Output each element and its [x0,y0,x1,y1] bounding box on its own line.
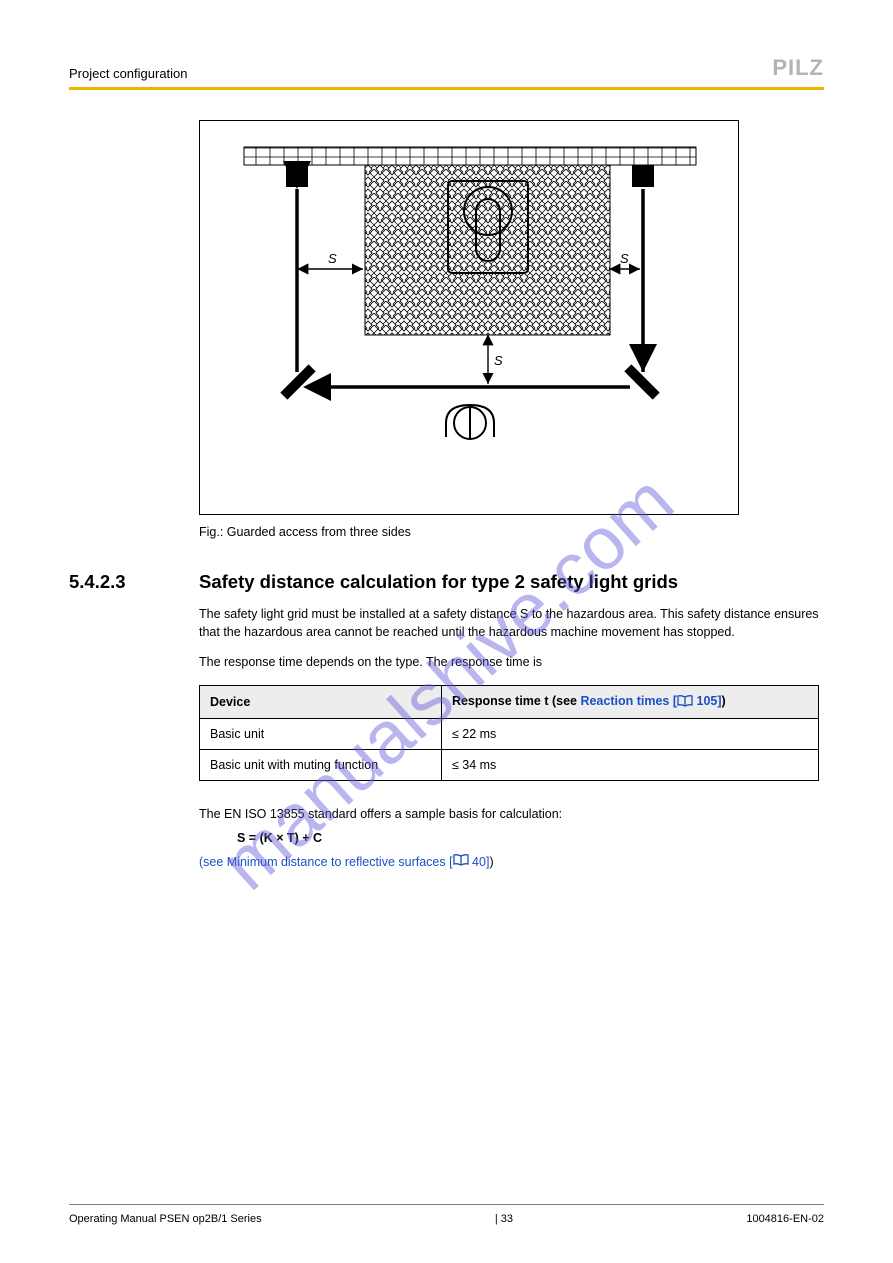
formula-intro: The EN ISO 13855 standard offers a sampl… [199,805,824,823]
paragraph-safety-distance: The safety light grid must be installed … [199,605,824,641]
cell-value: ≤ 22 ms [441,718,818,749]
footer-right: 1004816-EN-02 [746,1213,824,1225]
table-row: Basic unit ≤ 22 ms [200,718,819,749]
book-icon [677,695,693,710]
cell-value: ≤ 34 ms [441,749,818,780]
brand-logo: PILZ [772,55,824,81]
svg-text:S: S [620,251,629,266]
section-heading: 5.4.2.3Safety distance calculation for t… [69,571,824,593]
section-number: 5.4.2.3 [69,571,199,593]
col2-suffix: ) [722,694,726,708]
figure-diagram: S S S [199,120,739,515]
response-time-table: Device Response time t (see Reaction tim… [199,685,819,780]
svg-text:S: S [328,251,337,266]
col-response-header: Response time t (see Reaction times [ 10… [441,686,818,718]
header-title: Project configuration [69,66,188,81]
table-row: Basic unit with muting function ≤ 34 ms [200,749,819,780]
link-suffix: ) [489,855,493,869]
reaction-times-page[interactable]: 105] [693,694,722,708]
reaction-times-link[interactable]: Reaction times [ [580,694,677,708]
formula: S = (K × T) + C [199,829,824,847]
figure-caption: Fig.: Guarded access from three sides [199,525,824,539]
section-title: Safety distance calculation for type 2 s… [199,571,678,592]
svg-text:S: S [494,353,503,368]
paragraph-response-time: The response time depends on the type. T… [199,653,824,671]
min-distance-page[interactable]: 40] [469,855,490,869]
cell-device: Basic unit [200,718,442,749]
reflective-link-line: (see Minimum distance to reflective surf… [199,853,824,872]
footer-left: Operating Manual PSEN op2B/1 Series [69,1213,262,1225]
col2-prefix: Response time t (see [452,694,581,708]
min-distance-link[interactable]: (see Minimum distance to reflective surf… [199,855,453,869]
cell-device: Basic unit with muting function [200,749,442,780]
book-icon [453,853,469,871]
page-footer: Operating Manual PSEN op2B/1 Series | 33… [69,1204,824,1225]
footer-center: | 33 [495,1213,513,1225]
footer-divider [69,1204,824,1205]
col-device-header: Device [200,686,442,718]
